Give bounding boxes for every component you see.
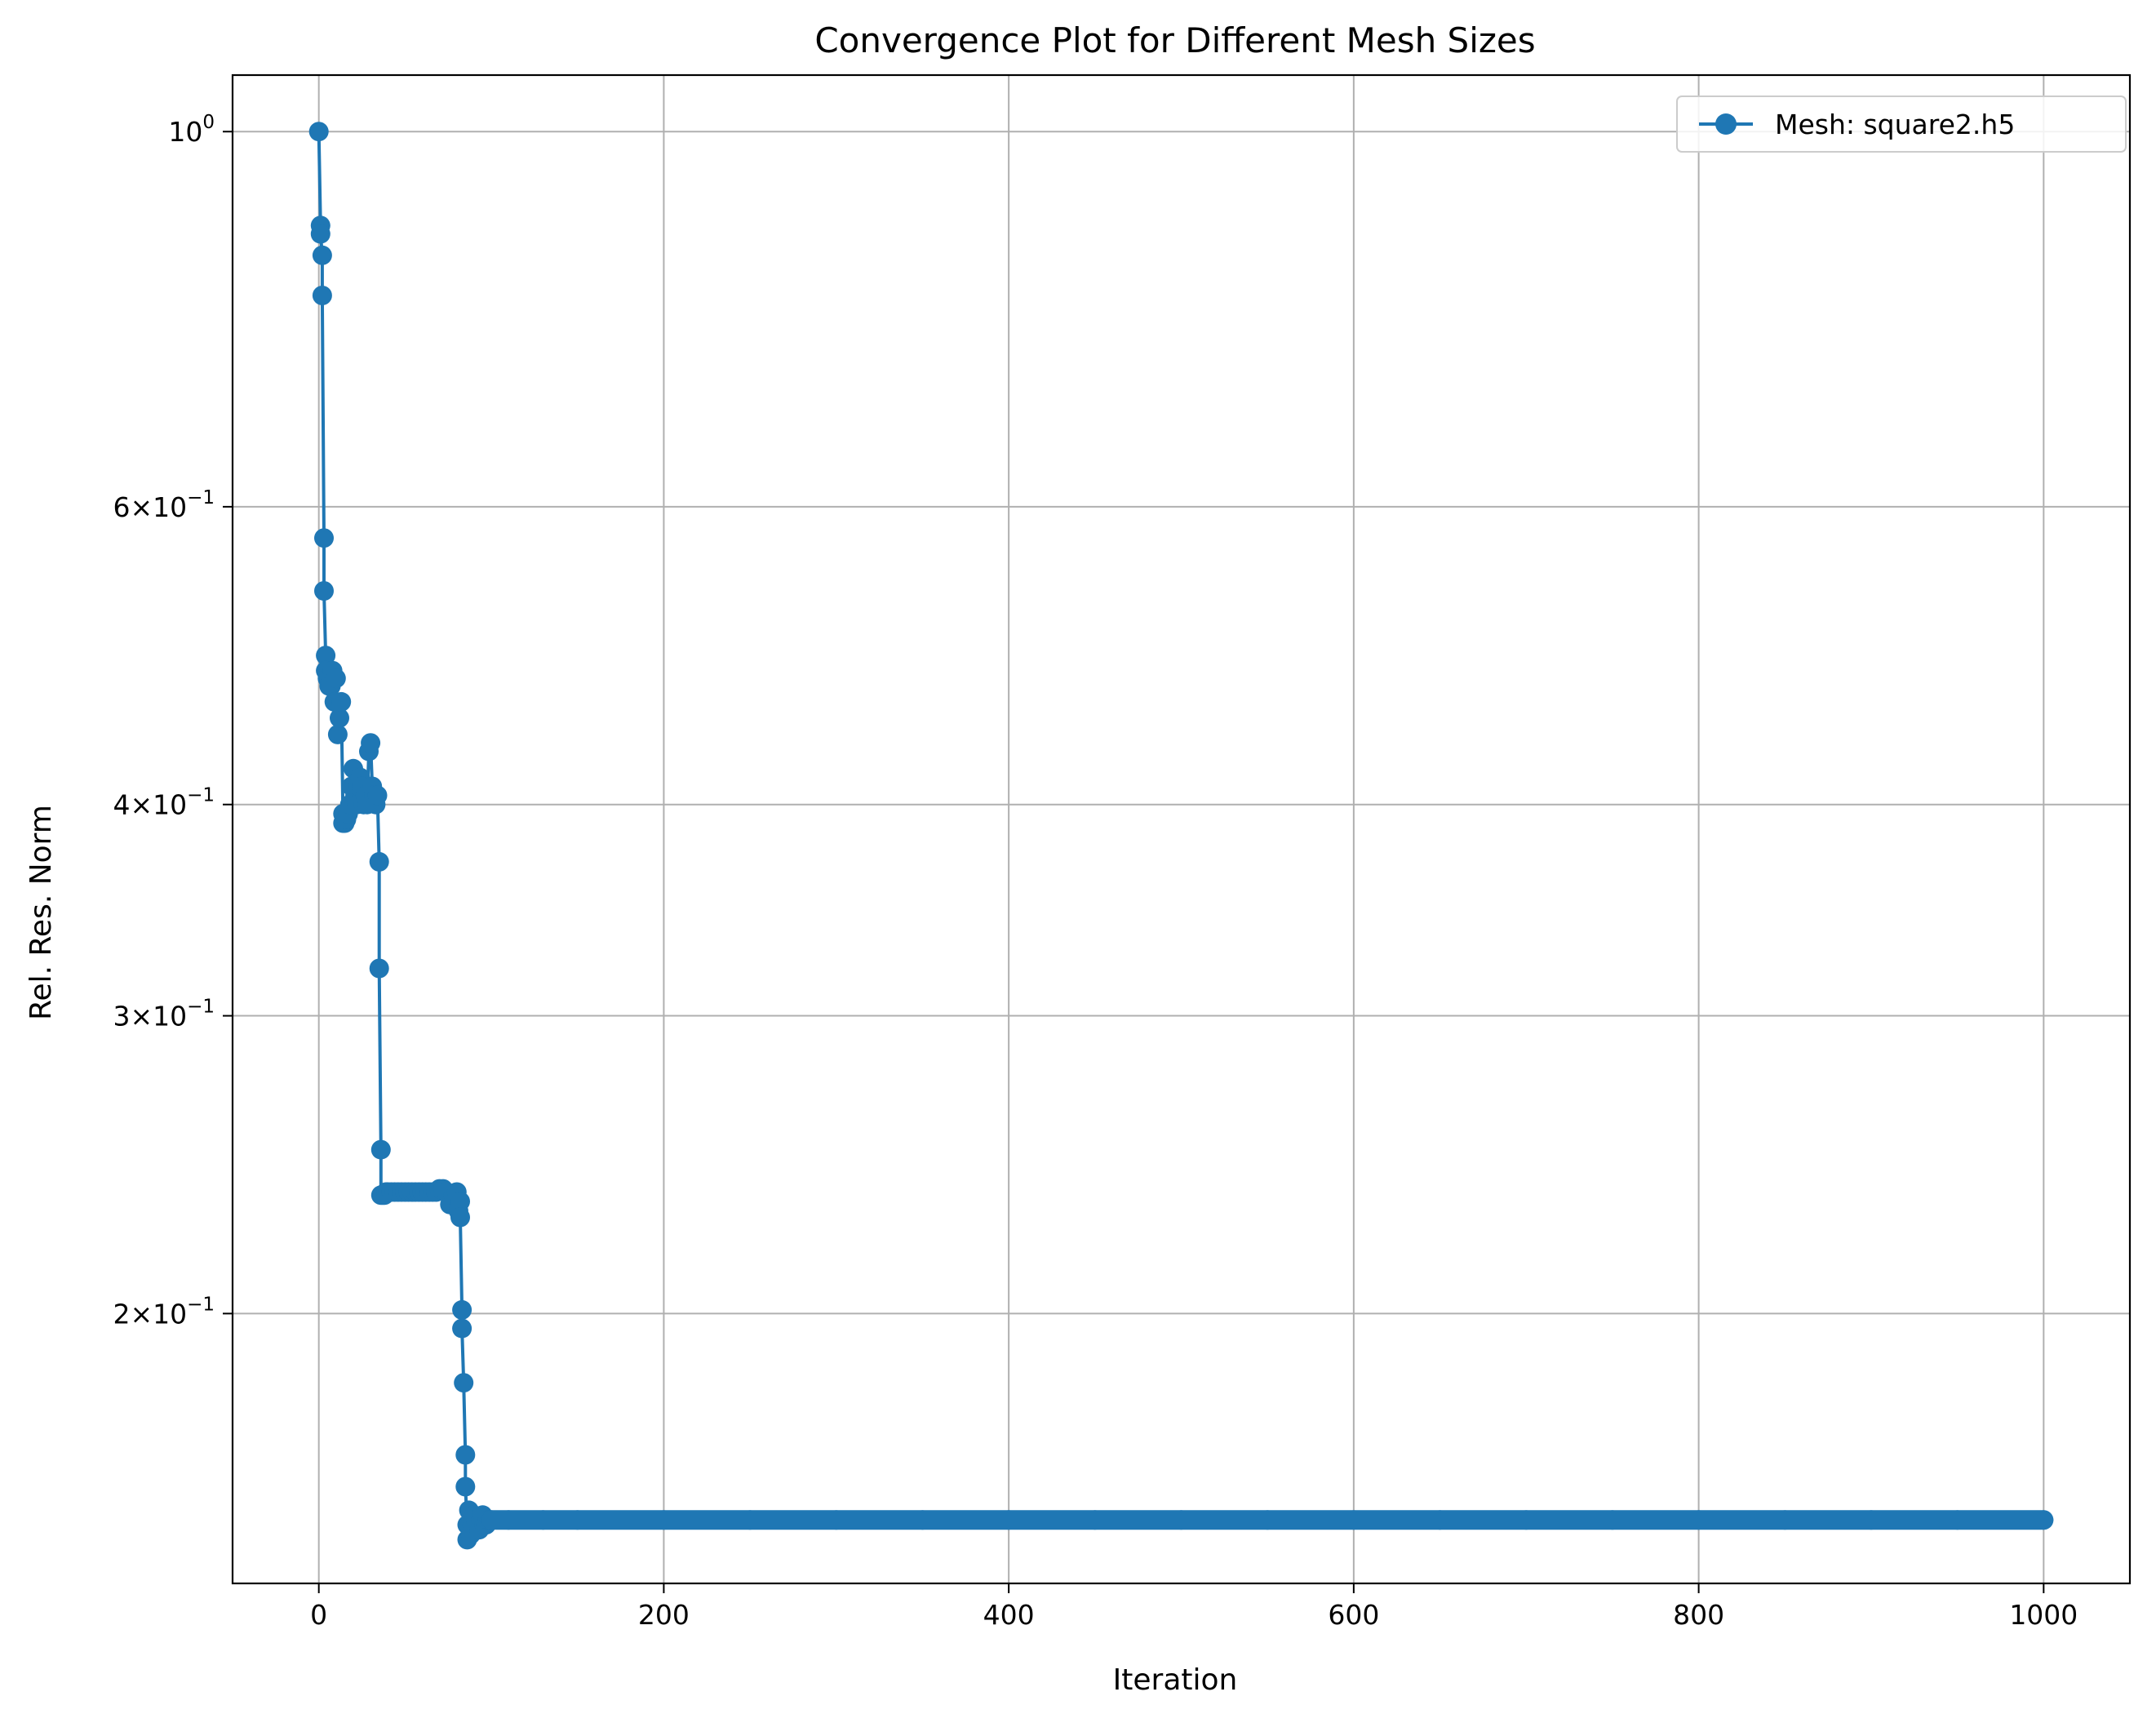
data-point-0-5 <box>314 528 334 548</box>
y-tick-label-1: 6×10−1 <box>113 487 215 523</box>
y-axis-title: Rel. Res. Norm <box>24 805 58 1020</box>
y-tick-label-exponent: −1 <box>187 487 215 508</box>
y-tick-label-exponent: −1 <box>187 997 215 1018</box>
data-point-0-42 <box>370 1139 391 1160</box>
y-tick-label-exponent: 0 <box>202 112 215 133</box>
x-tick-label-1: 200 <box>638 1599 690 1631</box>
ticks: 0 200 400 600 800 10001006×10−14×10−13×10−12×… <box>113 112 2078 1631</box>
y-tick-label-2: 4×10−1 <box>113 785 215 821</box>
data-point-0-74 <box>455 1445 476 1465</box>
y-tick-label-exponent: −1 <box>187 1294 215 1315</box>
legend-box <box>1676 95 2127 153</box>
x-tick-label-4: 800 <box>1673 1599 1724 1631</box>
data-point-0-71 <box>452 1299 472 1320</box>
data-point-0-7 <box>316 646 336 666</box>
data-point-0-72 <box>452 1318 472 1339</box>
y-tick-label-4: 2×10−1 <box>113 1294 215 1330</box>
data-point-0-35 <box>361 733 381 753</box>
data-point-0-70 <box>450 1207 470 1228</box>
data-point-0-14 <box>326 668 346 689</box>
data-point-0-0 <box>308 122 329 142</box>
legend: Mesh: square2.h5 <box>1676 95 2127 153</box>
legend-marker <box>1715 113 1737 135</box>
data-point-0-3 <box>312 245 332 265</box>
y-tick-label-base: 2×10 <box>113 1298 187 1330</box>
x-tick-label-2: 400 <box>983 1599 1035 1631</box>
data-point-0-41 <box>369 958 389 979</box>
x-tick-label-0: 0 <box>310 1599 327 1631</box>
data-point-0-6 <box>314 581 334 601</box>
data-point-0-4 <box>312 286 332 305</box>
plot-frame <box>231 73 2132 1585</box>
data-point-0-75 <box>455 1476 476 1497</box>
data-point-0-2 <box>310 224 330 244</box>
legend-label: Mesh: square2.h5 <box>1775 109 2015 140</box>
y-tick-label-0: 100 <box>168 112 215 148</box>
x-axis-title: Iteration <box>1113 1663 1238 1697</box>
data-point-0-69 <box>450 1192 470 1211</box>
data-point-0-15 <box>327 724 348 744</box>
data-point-0-16 <box>330 708 349 728</box>
data-point-0-40 <box>369 851 389 872</box>
x-tick-label-5: 1000 <box>2009 1599 2078 1631</box>
y-tick-label-base: 4×10 <box>113 789 187 821</box>
x-tick-label-3: 600 <box>1328 1599 1379 1631</box>
grid <box>233 75 2130 1583</box>
y-tick-label-base: 3×10 <box>113 1001 187 1032</box>
y-tick-label-base: 6×10 <box>113 491 187 523</box>
y-tick-label-exponent: −1 <box>187 785 215 806</box>
series-layer <box>308 122 2054 1550</box>
y-tick-label-3: 3×10−1 <box>113 997 215 1032</box>
data-point-0-73 <box>454 1373 474 1393</box>
data-point-0-39 <box>367 785 388 806</box>
chart-title: Convergence Plot for Different Mesh Size… <box>814 20 1535 60</box>
data-point-0-17 <box>331 691 352 712</box>
y-tick-label-base: 10 <box>168 116 202 148</box>
